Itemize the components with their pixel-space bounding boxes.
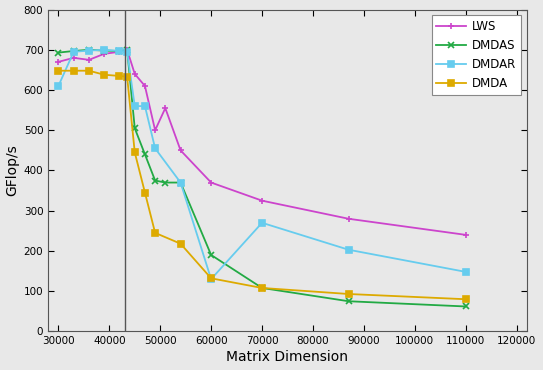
- DMDAS: [131, 126, 138, 131]
- DMDAS: [259, 286, 266, 290]
- DMDAR: [55, 84, 62, 88]
- DMDA: [71, 68, 77, 73]
- LWS: [152, 128, 159, 132]
- DMDA: [101, 73, 108, 77]
- DMDA: [208, 276, 214, 280]
- DMDA: [124, 74, 130, 79]
- DMDA: [463, 297, 469, 302]
- Line: DMDA: DMDA: [55, 68, 469, 302]
- DMDA: [259, 286, 266, 290]
- Legend: LWS, DMDAS, DMDAR, DMDA: LWS, DMDAS, DMDAR, DMDA: [432, 16, 521, 95]
- DMDAS: [116, 49, 123, 53]
- Line: LWS: LWS: [55, 46, 469, 238]
- DMDAS: [208, 253, 214, 257]
- LWS: [86, 58, 92, 62]
- LWS: [131, 72, 138, 76]
- DMDAS: [345, 299, 352, 303]
- LWS: [124, 48, 130, 52]
- DMDAR: [208, 277, 214, 281]
- DMDAS: [142, 152, 148, 157]
- DMDAS: [178, 180, 184, 185]
- DMDAR: [142, 104, 148, 108]
- DMDAS: [55, 50, 62, 55]
- DMDAR: [463, 270, 469, 274]
- DMDAR: [124, 50, 130, 54]
- X-axis label: Matrix Dimension: Matrix Dimension: [226, 350, 349, 364]
- Line: DMDAR: DMDAR: [55, 47, 469, 282]
- DMDA: [142, 191, 148, 195]
- DMDAS: [71, 49, 77, 53]
- DMDAS: [101, 48, 108, 53]
- DMDAR: [152, 146, 159, 151]
- LWS: [55, 60, 62, 64]
- LWS: [345, 216, 352, 221]
- DMDA: [345, 292, 352, 296]
- DMDAS: [86, 48, 92, 52]
- DMDAS: [152, 178, 159, 183]
- LWS: [259, 198, 266, 203]
- Y-axis label: GFlop/s: GFlop/s: [5, 145, 20, 196]
- LWS: [116, 50, 123, 54]
- DMDAR: [259, 221, 266, 225]
- DMDA: [116, 74, 123, 78]
- LWS: [162, 106, 168, 110]
- LWS: [101, 51, 108, 56]
- LWS: [178, 148, 184, 152]
- DMDAS: [124, 48, 130, 52]
- Line: DMDAS: DMDAS: [55, 46, 469, 310]
- LWS: [71, 56, 77, 60]
- DMDA: [55, 68, 62, 73]
- DMDAS: [463, 304, 469, 309]
- LWS: [463, 233, 469, 237]
- DMDAR: [116, 49, 123, 53]
- DMDAR: [178, 180, 184, 185]
- DMDA: [152, 231, 159, 235]
- LWS: [208, 180, 214, 185]
- DMDAR: [131, 104, 138, 108]
- DMDAS: [162, 180, 168, 185]
- DMDA: [86, 68, 92, 73]
- DMDAR: [101, 48, 108, 52]
- DMDAR: [71, 50, 77, 54]
- DMDA: [131, 150, 138, 155]
- LWS: [142, 84, 148, 88]
- DMDAR: [86, 48, 92, 53]
- DMDA: [178, 242, 184, 246]
- DMDAR: [345, 248, 352, 252]
